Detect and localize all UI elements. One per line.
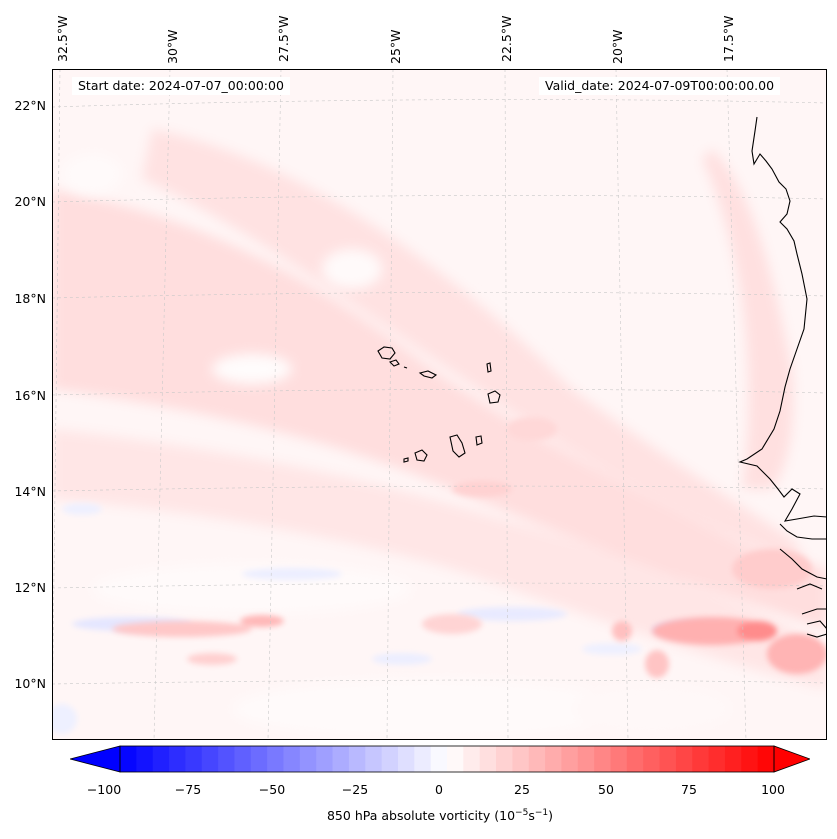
colorbar-tick: 0 bbox=[435, 782, 443, 797]
lat-label-18n: 18°N bbox=[14, 291, 46, 306]
map-canvas bbox=[52, 69, 827, 740]
island-fogo bbox=[414, 449, 428, 462]
lat-label-10n: 10°N bbox=[14, 676, 46, 691]
colorbar-segment bbox=[610, 746, 628, 772]
lon-label-30w: 30°W bbox=[165, 29, 180, 64]
island-sal bbox=[486, 362, 492, 373]
colorbar-segment bbox=[643, 746, 661, 772]
colorbar-segment bbox=[267, 746, 284, 772]
colorbar-segment bbox=[545, 746, 562, 772]
cape-verde-islands bbox=[377, 346, 501, 463]
colorbar-segment bbox=[594, 746, 611, 772]
lon-label-17-5w: 17.5°W bbox=[721, 15, 736, 62]
lon-label-32-5w: 32.5°W bbox=[55, 15, 70, 62]
valid-date-label: Valid_date: 2024-07-09T00:00:00.00 bbox=[539, 77, 781, 95]
island-maio bbox=[475, 435, 483, 446]
colorbar-tick: 75 bbox=[681, 782, 697, 797]
colorbar-segment bbox=[708, 746, 726, 772]
colorbar-segment bbox=[496, 746, 513, 772]
vorticity-map bbox=[52, 69, 827, 740]
colorbar-segment bbox=[757, 746, 775, 772]
colorbar-tick: −50 bbox=[258, 782, 286, 797]
colorbar-segment bbox=[741, 746, 759, 772]
colorbar-segment bbox=[381, 746, 399, 772]
african-coastline bbox=[738, 116, 827, 638]
lat-label-22n: 22°N bbox=[14, 98, 46, 113]
island-sao-nicolau bbox=[418, 370, 438, 379]
map-border bbox=[52, 69, 827, 740]
colorbar-segment bbox=[120, 746, 137, 772]
colorbar-segment bbox=[250, 746, 268, 772]
colorbar-extend-high bbox=[773, 745, 810, 773]
colorbar-segment bbox=[348, 746, 366, 772]
colorbar-segment bbox=[561, 746, 579, 772]
colorbar-tick: 100 bbox=[761, 782, 785, 797]
island-boa-vista bbox=[487, 390, 501, 404]
colorbar-segment bbox=[185, 746, 203, 772]
colorbar-tick: −25 bbox=[341, 782, 369, 797]
colorbar-tick: −100 bbox=[86, 782, 122, 797]
colorbar-tick: 50 bbox=[598, 782, 614, 797]
colorbar-segment bbox=[152, 746, 170, 772]
colorbar-segment bbox=[724, 746, 742, 772]
island-brava bbox=[403, 457, 409, 463]
colorbar-segment bbox=[479, 746, 497, 772]
colorbar-tick: −75 bbox=[174, 782, 202, 797]
colorbar-segment bbox=[316, 746, 334, 772]
colorbar-segment bbox=[365, 746, 383, 772]
island-santa-luzia bbox=[403, 366, 408, 369]
lon-label-22-5w: 22.5°W bbox=[499, 15, 514, 62]
colorbar-border bbox=[119, 745, 775, 773]
colorbar bbox=[70, 745, 810, 773]
colorbar-segment bbox=[659, 746, 677, 772]
colorbar-segment bbox=[447, 746, 464, 772]
start-date-label: Start date: 2024-07-07_00:00:00 bbox=[72, 77, 290, 95]
coastline-gambia-guinea-bissau bbox=[779, 523, 827, 638]
colorbar-segment bbox=[528, 746, 546, 772]
colorbar-segment bbox=[234, 746, 252, 772]
lon-label-27-5w: 27.5°W bbox=[276, 15, 291, 62]
colorbar-segment bbox=[414, 746, 432, 772]
colorbar-tick: 25 bbox=[514, 782, 530, 797]
colorbar-extend-low bbox=[70, 745, 121, 773]
coastline-mauritania-senegal bbox=[738, 116, 827, 522]
colorbar-segment bbox=[512, 746, 530, 772]
lat-label-14n: 14°N bbox=[14, 484, 46, 499]
colorbar-segment bbox=[692, 746, 710, 772]
colorbar-label: 850 hPa absolute vorticity (10−5s−1) bbox=[326, 808, 553, 824]
colorbar-segment bbox=[332, 746, 350, 772]
island-sao-vicente bbox=[388, 359, 400, 367]
colorbar-segment bbox=[626, 746, 644, 772]
colorbar-segment bbox=[218, 746, 235, 772]
colorbar-segment bbox=[463, 746, 481, 772]
colorbar-segment bbox=[299, 746, 317, 772]
positive-vorticity-band bbox=[52, 129, 827, 689]
graticule bbox=[52, 69, 827, 740]
colorbar-segment bbox=[675, 746, 693, 772]
colorbar-segment bbox=[169, 746, 186, 772]
lat-label-12n: 12°N bbox=[14, 580, 46, 595]
colorbar-segment bbox=[283, 746, 301, 772]
island-santiago bbox=[449, 434, 466, 458]
island-santo-antao bbox=[377, 346, 396, 360]
lon-label-20w: 20°W bbox=[610, 29, 625, 64]
colorbar-segment bbox=[430, 746, 448, 772]
colorbar-segment bbox=[136, 746, 154, 772]
lat-label-16n: 16°N bbox=[14, 388, 46, 403]
colorbar-segment bbox=[201, 746, 219, 772]
colorbar-segments bbox=[120, 746, 775, 772]
lon-label-25w: 25°W bbox=[388, 29, 403, 64]
colorbar-segment bbox=[577, 746, 595, 772]
lat-label-20n: 20°N bbox=[14, 194, 46, 209]
colorbar-segment bbox=[397, 746, 415, 772]
